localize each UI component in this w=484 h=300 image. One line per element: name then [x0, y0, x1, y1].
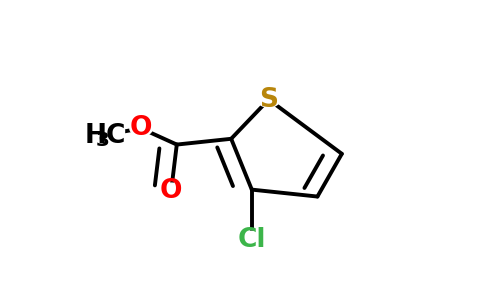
- Text: Cl: Cl: [238, 227, 266, 254]
- Text: C: C: [106, 123, 125, 149]
- Ellipse shape: [160, 183, 182, 198]
- Ellipse shape: [130, 121, 152, 136]
- Text: H: H: [85, 123, 107, 149]
- Text: 3: 3: [95, 131, 109, 150]
- Ellipse shape: [234, 231, 270, 250]
- Ellipse shape: [257, 92, 280, 107]
- FancyBboxPatch shape: [79, 129, 124, 145]
- Text: O: O: [130, 116, 152, 141]
- Text: S: S: [259, 86, 278, 112]
- Text: O: O: [160, 178, 182, 204]
